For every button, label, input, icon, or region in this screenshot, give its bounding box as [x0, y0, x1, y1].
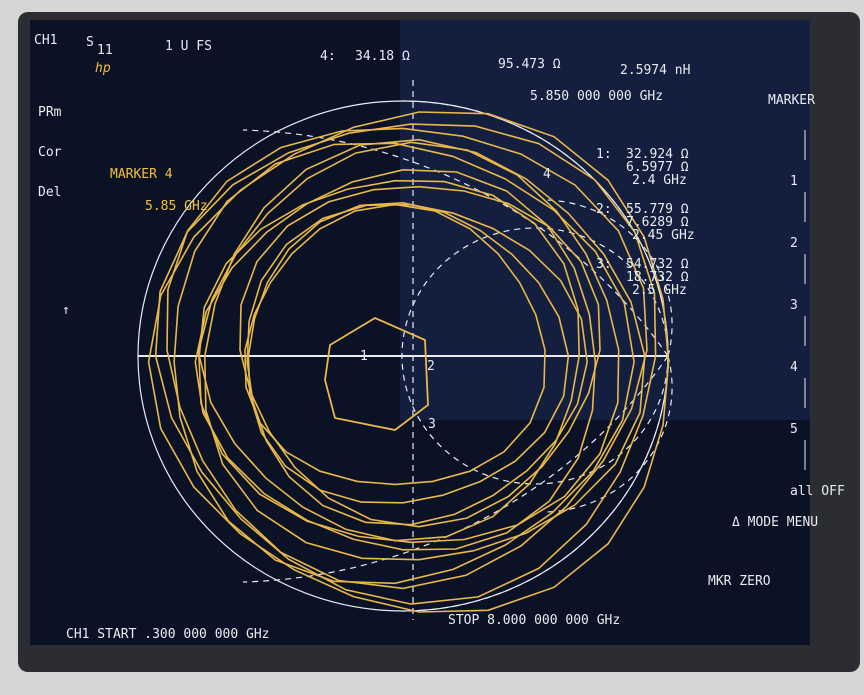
marker-f: 2.45 GHz	[632, 228, 695, 243]
chart-marker: 2	[427, 359, 435, 374]
active-freq: 5.85 GHz	[145, 199, 208, 214]
readout-l: 2.5974 nH	[620, 63, 690, 78]
softkey[interactable]: 2	[790, 236, 798, 251]
analyzer-photo: CH1 S 11 1 U FS hp 4: 34.18 Ω 95.473 Ω 2…	[0, 0, 864, 695]
readout-f: 5.850 000 000 GHz	[530, 89, 663, 104]
readout-r: 34.18 Ω	[355, 49, 410, 64]
readout-marker: 4:	[320, 49, 336, 64]
marker-index: 3:	[596, 257, 612, 272]
footer-stop: STOP 8.000 000 000 GHz	[448, 613, 620, 628]
chart-marker: 3	[428, 417, 436, 432]
readout-x: 95.473 Ω	[498, 57, 561, 72]
softkey[interactable]: 3	[790, 298, 798, 313]
param: S	[86, 35, 94, 50]
marker-index: 2:	[596, 202, 612, 217]
reflection	[400, 20, 810, 420]
format: 1 U FS	[165, 39, 212, 54]
active-marker: MARKER 4	[110, 167, 173, 182]
annot: ↑	[62, 303, 70, 318]
chart-marker: 4	[543, 167, 551, 182]
marker-index: 1:	[596, 147, 612, 162]
softkey[interactable]: 4	[790, 360, 798, 375]
annot: Cor	[38, 145, 62, 160]
softkey-title: MARKER	[768, 93, 815, 108]
param-sub: 11	[97, 43, 113, 58]
marker-f: 2.4 GHz	[632, 173, 687, 188]
channel: CH1	[34, 33, 57, 48]
footer-start: CH1 START .300 000 000 GHz	[66, 627, 270, 642]
softkey[interactable]: MKR ZERO	[708, 574, 771, 589]
softkey[interactable]: Δ MODE MENU	[732, 515, 818, 530]
page: CH1 S 11 1 U FS hp 4: 34.18 Ω 95.473 Ω 2…	[0, 0, 864, 695]
annot: PRm	[38, 105, 62, 120]
softkey[interactable]: 5	[790, 422, 798, 437]
annot: Del	[38, 185, 61, 200]
brand: hp	[95, 61, 111, 76]
marker-f: 2.5 GHz	[632, 283, 687, 298]
softkey[interactable]: 1	[790, 174, 798, 189]
softkey[interactable]: all OFF	[790, 484, 845, 499]
chart-marker: 1	[360, 349, 368, 364]
